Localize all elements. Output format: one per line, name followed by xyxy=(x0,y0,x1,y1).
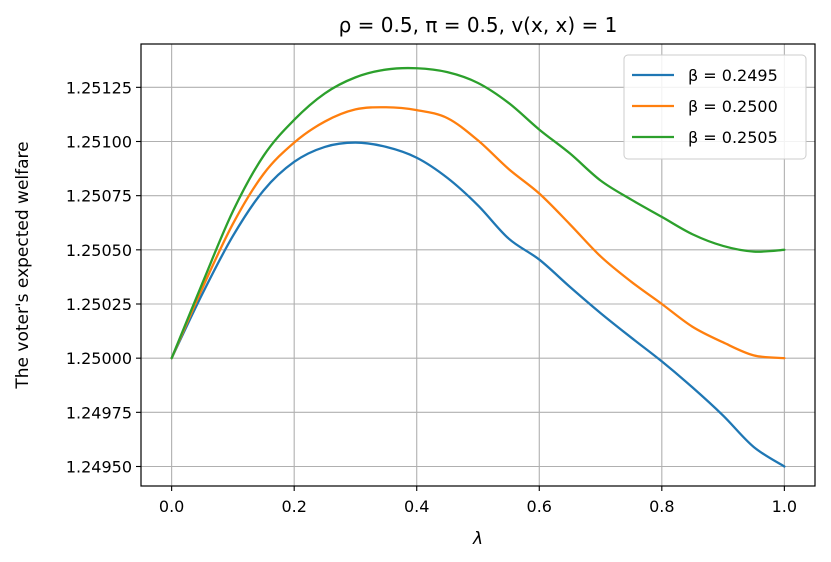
chart-title: ρ = 0.5, π = 0.5, v(x, x) = 1 xyxy=(339,13,618,37)
legend: β = 0.2495 β = 0.2500 β = 0.2505 xyxy=(623,54,807,160)
y-axis-title: The voter's expected welfare xyxy=(13,141,33,389)
y-tick-label: 1.25075 xyxy=(66,187,132,206)
x-tick-label: 0.2 xyxy=(281,497,306,516)
y-tick-label: 1.25100 xyxy=(66,133,132,152)
y-tick-label: 1.25000 xyxy=(66,349,132,368)
y-tick-label: 1.25125 xyxy=(66,78,132,97)
y-tick-label: 1.24975 xyxy=(66,403,132,422)
x-tick-label: 0.4 xyxy=(404,497,429,516)
series-line-1 xyxy=(170,141,786,468)
y-tick-label: 1.25025 xyxy=(66,295,132,314)
y-tick-label: 1.24950 xyxy=(66,458,132,477)
y-axis-ticks: 1.24950 1.24975 1.25000 1.25025 1.25050 1.250… xyxy=(66,78,141,477)
series-lines xyxy=(170,66,786,468)
legend-label: β = 0.2505 xyxy=(688,128,778,147)
legend-label: β = 0.2495 xyxy=(688,66,778,85)
x-axis-title: λ xyxy=(472,529,483,549)
x-axis-ticks: 0.0 0.2 0.4 0.6 0.8 1.0 xyxy=(159,486,797,516)
x-tick-label: 1.0 xyxy=(772,497,797,516)
legend-label: β = 0.2500 xyxy=(688,97,778,116)
legend-box xyxy=(623,54,807,160)
series-line-2 xyxy=(170,106,786,360)
series-line-3 xyxy=(170,66,786,360)
plot-frame xyxy=(140,43,816,487)
grid xyxy=(141,44,815,486)
y-tick-label: 1.25050 xyxy=(66,241,132,260)
x-tick-label: 0.8 xyxy=(649,497,674,516)
x-tick-label: 0.6 xyxy=(527,497,552,516)
x-tick-label: 0.0 xyxy=(159,497,184,516)
